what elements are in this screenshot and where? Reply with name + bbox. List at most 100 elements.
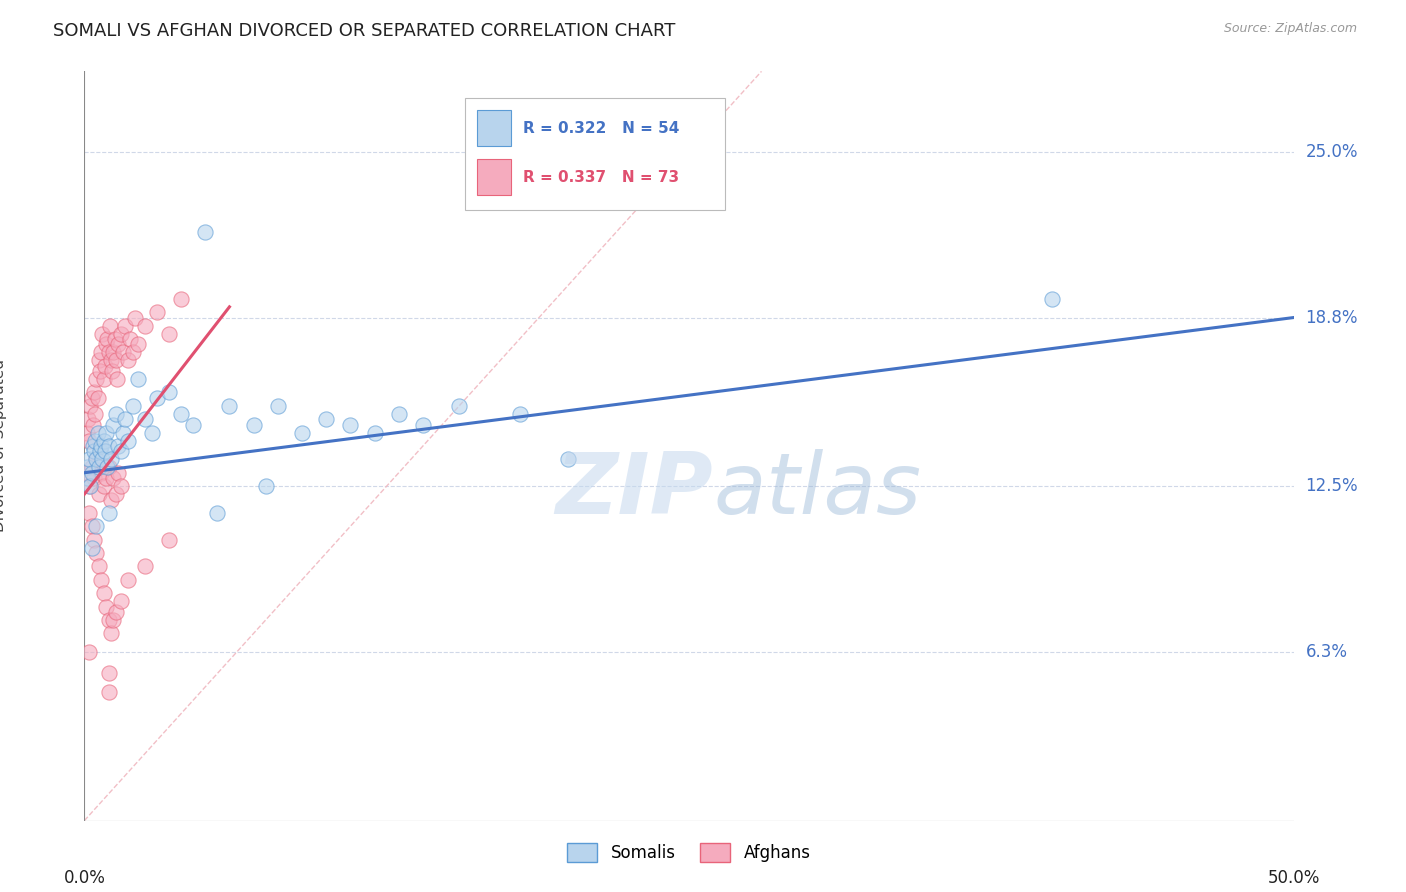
Point [97, 613, 120, 627]
Point [117, 353, 139, 368]
Text: SOMALI VS AFGHAN DIVORCED OR SEPARATED CORRELATION CHART: SOMALI VS AFGHAN DIVORCED OR SEPARATED C… [53, 22, 676, 40]
Point [110, 444, 132, 458]
Point [83, 471, 105, 485]
Point [90, 439, 112, 453]
Point [100, 492, 122, 507]
Point [76, 466, 98, 480]
Point [112, 345, 135, 359]
Point [242, 417, 264, 432]
Point [103, 417, 125, 432]
Text: 12.5%: 12.5% [1306, 477, 1358, 495]
Point [80, 541, 103, 555]
Point [97, 439, 120, 453]
Point [449, 399, 471, 413]
Point [170, 407, 193, 421]
Text: R = 0.322   N = 54: R = 0.322 N = 54 [523, 120, 679, 136]
Point [100, 353, 122, 368]
Point [80, 391, 103, 405]
Point [146, 305, 169, 319]
Text: 50.0%: 50.0% [1267, 869, 1320, 887]
Point [124, 310, 146, 325]
Point [83, 533, 105, 547]
Point [100, 452, 122, 467]
FancyBboxPatch shape [465, 97, 725, 210]
Point [94, 471, 117, 485]
Point [117, 573, 139, 587]
Point [104, 332, 127, 346]
Point [97, 345, 120, 359]
Point [121, 345, 143, 359]
Point [141, 425, 163, 440]
Point [104, 487, 127, 501]
Point [94, 425, 117, 440]
Text: 18.8%: 18.8% [1306, 309, 1358, 326]
Point [97, 685, 120, 699]
Point [170, 292, 193, 306]
Point [77, 479, 100, 493]
Text: atlas: atlas [713, 450, 921, 533]
Point [90, 466, 112, 480]
Point [127, 337, 149, 351]
Point [107, 439, 129, 453]
Point [134, 559, 156, 574]
Point [157, 385, 180, 400]
Point [112, 425, 135, 440]
Point [77, 452, 100, 467]
Point [110, 594, 132, 608]
Text: Divorced or Separated: Divorced or Separated [0, 359, 7, 533]
Point [93, 434, 115, 448]
Point [94, 599, 117, 614]
Point [127, 372, 149, 386]
Point [157, 326, 180, 341]
Point [89, 364, 111, 378]
Point [1040, 292, 1063, 306]
Point [87, 559, 110, 574]
Point [98, 318, 121, 333]
Point [218, 399, 240, 413]
Point [80, 460, 103, 475]
Point [104, 407, 127, 421]
Point [105, 372, 128, 386]
Point [114, 412, 136, 426]
Point [93, 372, 115, 386]
Point [83, 385, 105, 400]
Point [84, 407, 107, 421]
Point [87, 487, 110, 501]
Point [412, 417, 434, 432]
Point [363, 425, 385, 440]
Point [107, 337, 129, 351]
Point [181, 417, 204, 432]
Point [339, 417, 361, 432]
Point [97, 506, 120, 520]
Point [91, 452, 114, 467]
Point [117, 434, 139, 448]
Point [103, 345, 125, 359]
Point [110, 479, 132, 493]
Point [87, 353, 110, 368]
Point [101, 364, 124, 378]
Point [315, 412, 337, 426]
FancyBboxPatch shape [478, 111, 512, 146]
Point [557, 452, 579, 467]
Text: ZIP: ZIP [555, 450, 713, 533]
Point [146, 391, 169, 405]
FancyBboxPatch shape [478, 159, 512, 195]
Point [388, 407, 411, 421]
Point [157, 533, 180, 547]
Point [89, 444, 111, 458]
Point [97, 460, 120, 475]
Point [79, 399, 101, 413]
Point [76, 460, 98, 475]
Point [76, 425, 98, 440]
Point [82, 439, 104, 453]
Point [134, 318, 156, 333]
Text: 25.0%: 25.0% [1306, 143, 1358, 161]
Point [86, 452, 108, 467]
Point [107, 466, 129, 480]
Point [121, 399, 143, 413]
Point [207, 506, 229, 520]
Point [77, 434, 100, 448]
Point [84, 434, 107, 448]
Point [97, 666, 120, 681]
Point [77, 506, 100, 520]
